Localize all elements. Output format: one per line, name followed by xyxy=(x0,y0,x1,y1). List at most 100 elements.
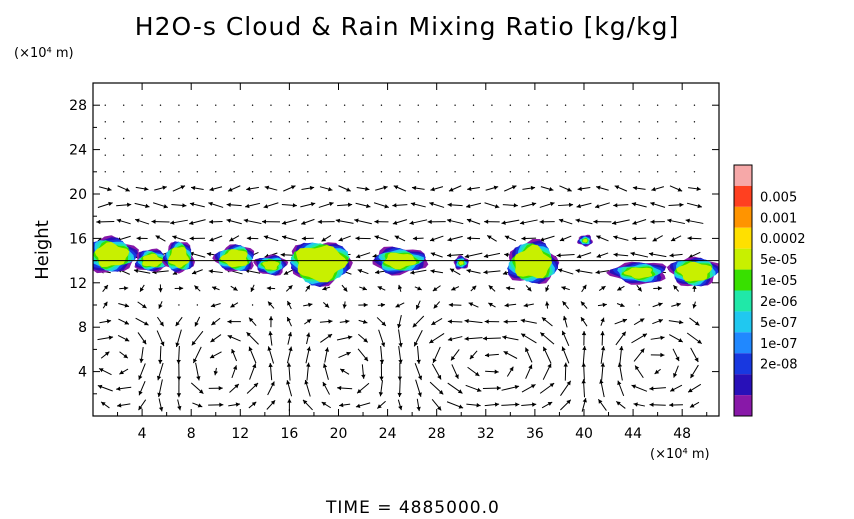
vector-dot xyxy=(380,137,383,140)
wind-vector-head xyxy=(227,319,232,324)
cloud-contour xyxy=(167,247,190,269)
wind-vector-head xyxy=(432,286,438,292)
wind-vector-head xyxy=(673,285,678,290)
vector-dot xyxy=(251,121,254,123)
vector-dot xyxy=(435,137,438,140)
cloud-contour xyxy=(220,249,248,268)
wind-vector-head xyxy=(363,338,368,343)
cloud-cell xyxy=(93,235,139,274)
wind-vector-head xyxy=(430,252,436,257)
wind-vector-head xyxy=(287,398,292,403)
wind-vector-head xyxy=(511,185,517,190)
wind-vector-head xyxy=(235,402,241,407)
wind-vector-head xyxy=(471,285,477,291)
wind-vector-head xyxy=(412,236,418,241)
wind-vector-head xyxy=(182,203,187,208)
wind-vector-head xyxy=(631,384,637,389)
vector-dot xyxy=(343,137,346,140)
wind-vector-head xyxy=(679,202,684,208)
y-tick-label: 4 xyxy=(78,365,87,381)
wind-vector-head xyxy=(513,203,518,208)
vector-dot xyxy=(472,154,475,156)
wind-vector-head xyxy=(635,365,640,371)
vector-dot xyxy=(693,104,696,106)
vector-dot xyxy=(620,104,622,106)
wind-vector-head xyxy=(530,384,536,389)
wind-vector-head xyxy=(541,317,547,322)
wind-vector-head xyxy=(281,220,287,225)
vector-dot xyxy=(307,121,309,123)
vector-dot xyxy=(122,104,125,106)
wind-vector-head xyxy=(355,403,361,408)
wind-vector-head xyxy=(208,219,214,225)
vector-dot xyxy=(638,137,640,140)
wind-vector-head xyxy=(253,383,259,388)
wind-vector-head xyxy=(264,185,270,190)
wind-vector-head xyxy=(397,392,402,397)
wind-vector-head xyxy=(467,186,472,191)
vector-dot xyxy=(564,137,567,140)
wind-vector-head xyxy=(539,219,544,225)
wind-vector-head xyxy=(211,286,217,291)
wind-vector-head xyxy=(189,236,194,241)
cloud-cell xyxy=(253,254,289,276)
cloud-cell xyxy=(606,261,667,285)
wind-vector-head xyxy=(340,368,345,373)
wind-vector-head xyxy=(617,380,622,386)
vector-dot xyxy=(620,171,622,173)
wind-vector-head xyxy=(381,321,386,326)
vector-dot xyxy=(215,154,217,156)
wind-vector-head xyxy=(432,358,437,363)
wind-vector-head xyxy=(446,218,452,223)
wind-vector-head xyxy=(233,286,238,291)
cloud-contour xyxy=(623,267,653,279)
wind-vector-head xyxy=(581,379,586,384)
vector-dot xyxy=(380,154,383,156)
vector-dot xyxy=(362,171,364,173)
vector-dot xyxy=(343,121,346,123)
wind-vector-head xyxy=(306,346,311,351)
legend-swatch xyxy=(734,165,752,186)
wind-vector-head xyxy=(600,346,606,351)
vector-dot xyxy=(141,137,143,140)
vector-dot xyxy=(122,121,125,123)
wind-vector-head xyxy=(268,316,274,321)
legend-swatch xyxy=(734,227,752,249)
wind-vector-head xyxy=(268,331,273,336)
wind-vector-head xyxy=(582,398,587,403)
wind-vector-head xyxy=(108,201,113,207)
wind-vector-head xyxy=(158,288,163,293)
wind-vector-head xyxy=(504,303,509,308)
wind-vector-head xyxy=(124,303,130,308)
wind-vector-head xyxy=(519,220,525,225)
wind-vector-head xyxy=(142,339,147,345)
vector-dot xyxy=(270,171,272,173)
wind-vector-head xyxy=(550,201,555,207)
wind-vector-head xyxy=(108,335,114,340)
vector-dot xyxy=(104,137,106,140)
vector-dot xyxy=(656,121,659,123)
wind-vector-head xyxy=(246,236,251,241)
vector-dot xyxy=(362,104,364,106)
wind-vector-head xyxy=(447,253,452,258)
wind-vector-head xyxy=(576,203,581,209)
wind-vector-head xyxy=(337,385,342,391)
legend-label: 2e-08 xyxy=(760,358,798,373)
wind-vector-head xyxy=(136,236,141,241)
wind-vector-head xyxy=(692,303,697,309)
vector-dot xyxy=(435,121,438,123)
wind-vector-head xyxy=(493,185,499,190)
wind-vector-head xyxy=(685,218,690,223)
wind-vector-head xyxy=(521,236,526,241)
vector-dot xyxy=(638,104,640,106)
vector-dot xyxy=(399,154,401,156)
vector-dot xyxy=(675,137,677,140)
wind-vector-head xyxy=(392,220,398,225)
vector-dot xyxy=(325,171,327,173)
legend-swatch xyxy=(734,353,752,375)
chart-title: H2O-s Cloud & Rain Mixing Ratio [kg/kg] xyxy=(134,12,680,41)
wind-vector-head xyxy=(580,317,586,322)
wind-vector-head xyxy=(116,386,121,391)
wind-vector-head xyxy=(595,269,600,275)
y-axis-label: Height xyxy=(32,220,53,280)
